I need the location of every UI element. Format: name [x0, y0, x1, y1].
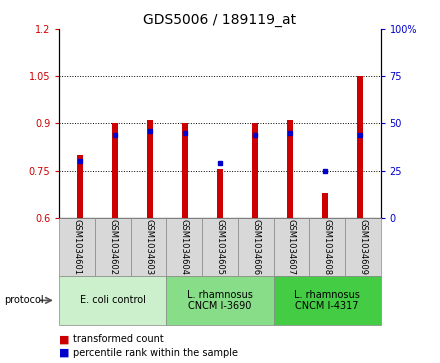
Bar	[252, 123, 258, 218]
Text: GSM1034609: GSM1034609	[358, 219, 367, 275]
Text: GSM1034601: GSM1034601	[73, 219, 82, 275]
Bar	[287, 120, 293, 218]
Bar	[112, 123, 118, 218]
Bar	[147, 120, 153, 218]
Text: E. coli control: E. coli control	[80, 295, 146, 305]
Text: L. rhamnosus
CNCM I-3690: L. rhamnosus CNCM I-3690	[187, 290, 253, 311]
Bar	[182, 123, 188, 218]
Title: GDS5006 / 189119_at: GDS5006 / 189119_at	[143, 13, 297, 26]
Text: GSM1034605: GSM1034605	[216, 219, 224, 275]
Text: ■: ■	[59, 348, 70, 358]
Bar	[77, 155, 84, 218]
Text: transformed count: transformed count	[73, 334, 163, 344]
Text: GSM1034608: GSM1034608	[323, 219, 332, 275]
Text: L. rhamnosus
CNCM I-4317: L. rhamnosus CNCM I-4317	[294, 290, 360, 311]
Bar	[217, 169, 223, 218]
Text: ■: ■	[59, 334, 70, 344]
Bar	[356, 76, 363, 218]
Text: GSM1034606: GSM1034606	[251, 219, 260, 275]
Text: GSM1034602: GSM1034602	[108, 219, 117, 275]
Text: GSM1034604: GSM1034604	[180, 219, 189, 275]
Bar	[322, 193, 328, 218]
Text: GSM1034607: GSM1034607	[287, 219, 296, 275]
Text: protocol: protocol	[4, 295, 44, 305]
Text: GSM1034603: GSM1034603	[144, 219, 153, 275]
Text: percentile rank within the sample: percentile rank within the sample	[73, 348, 238, 358]
